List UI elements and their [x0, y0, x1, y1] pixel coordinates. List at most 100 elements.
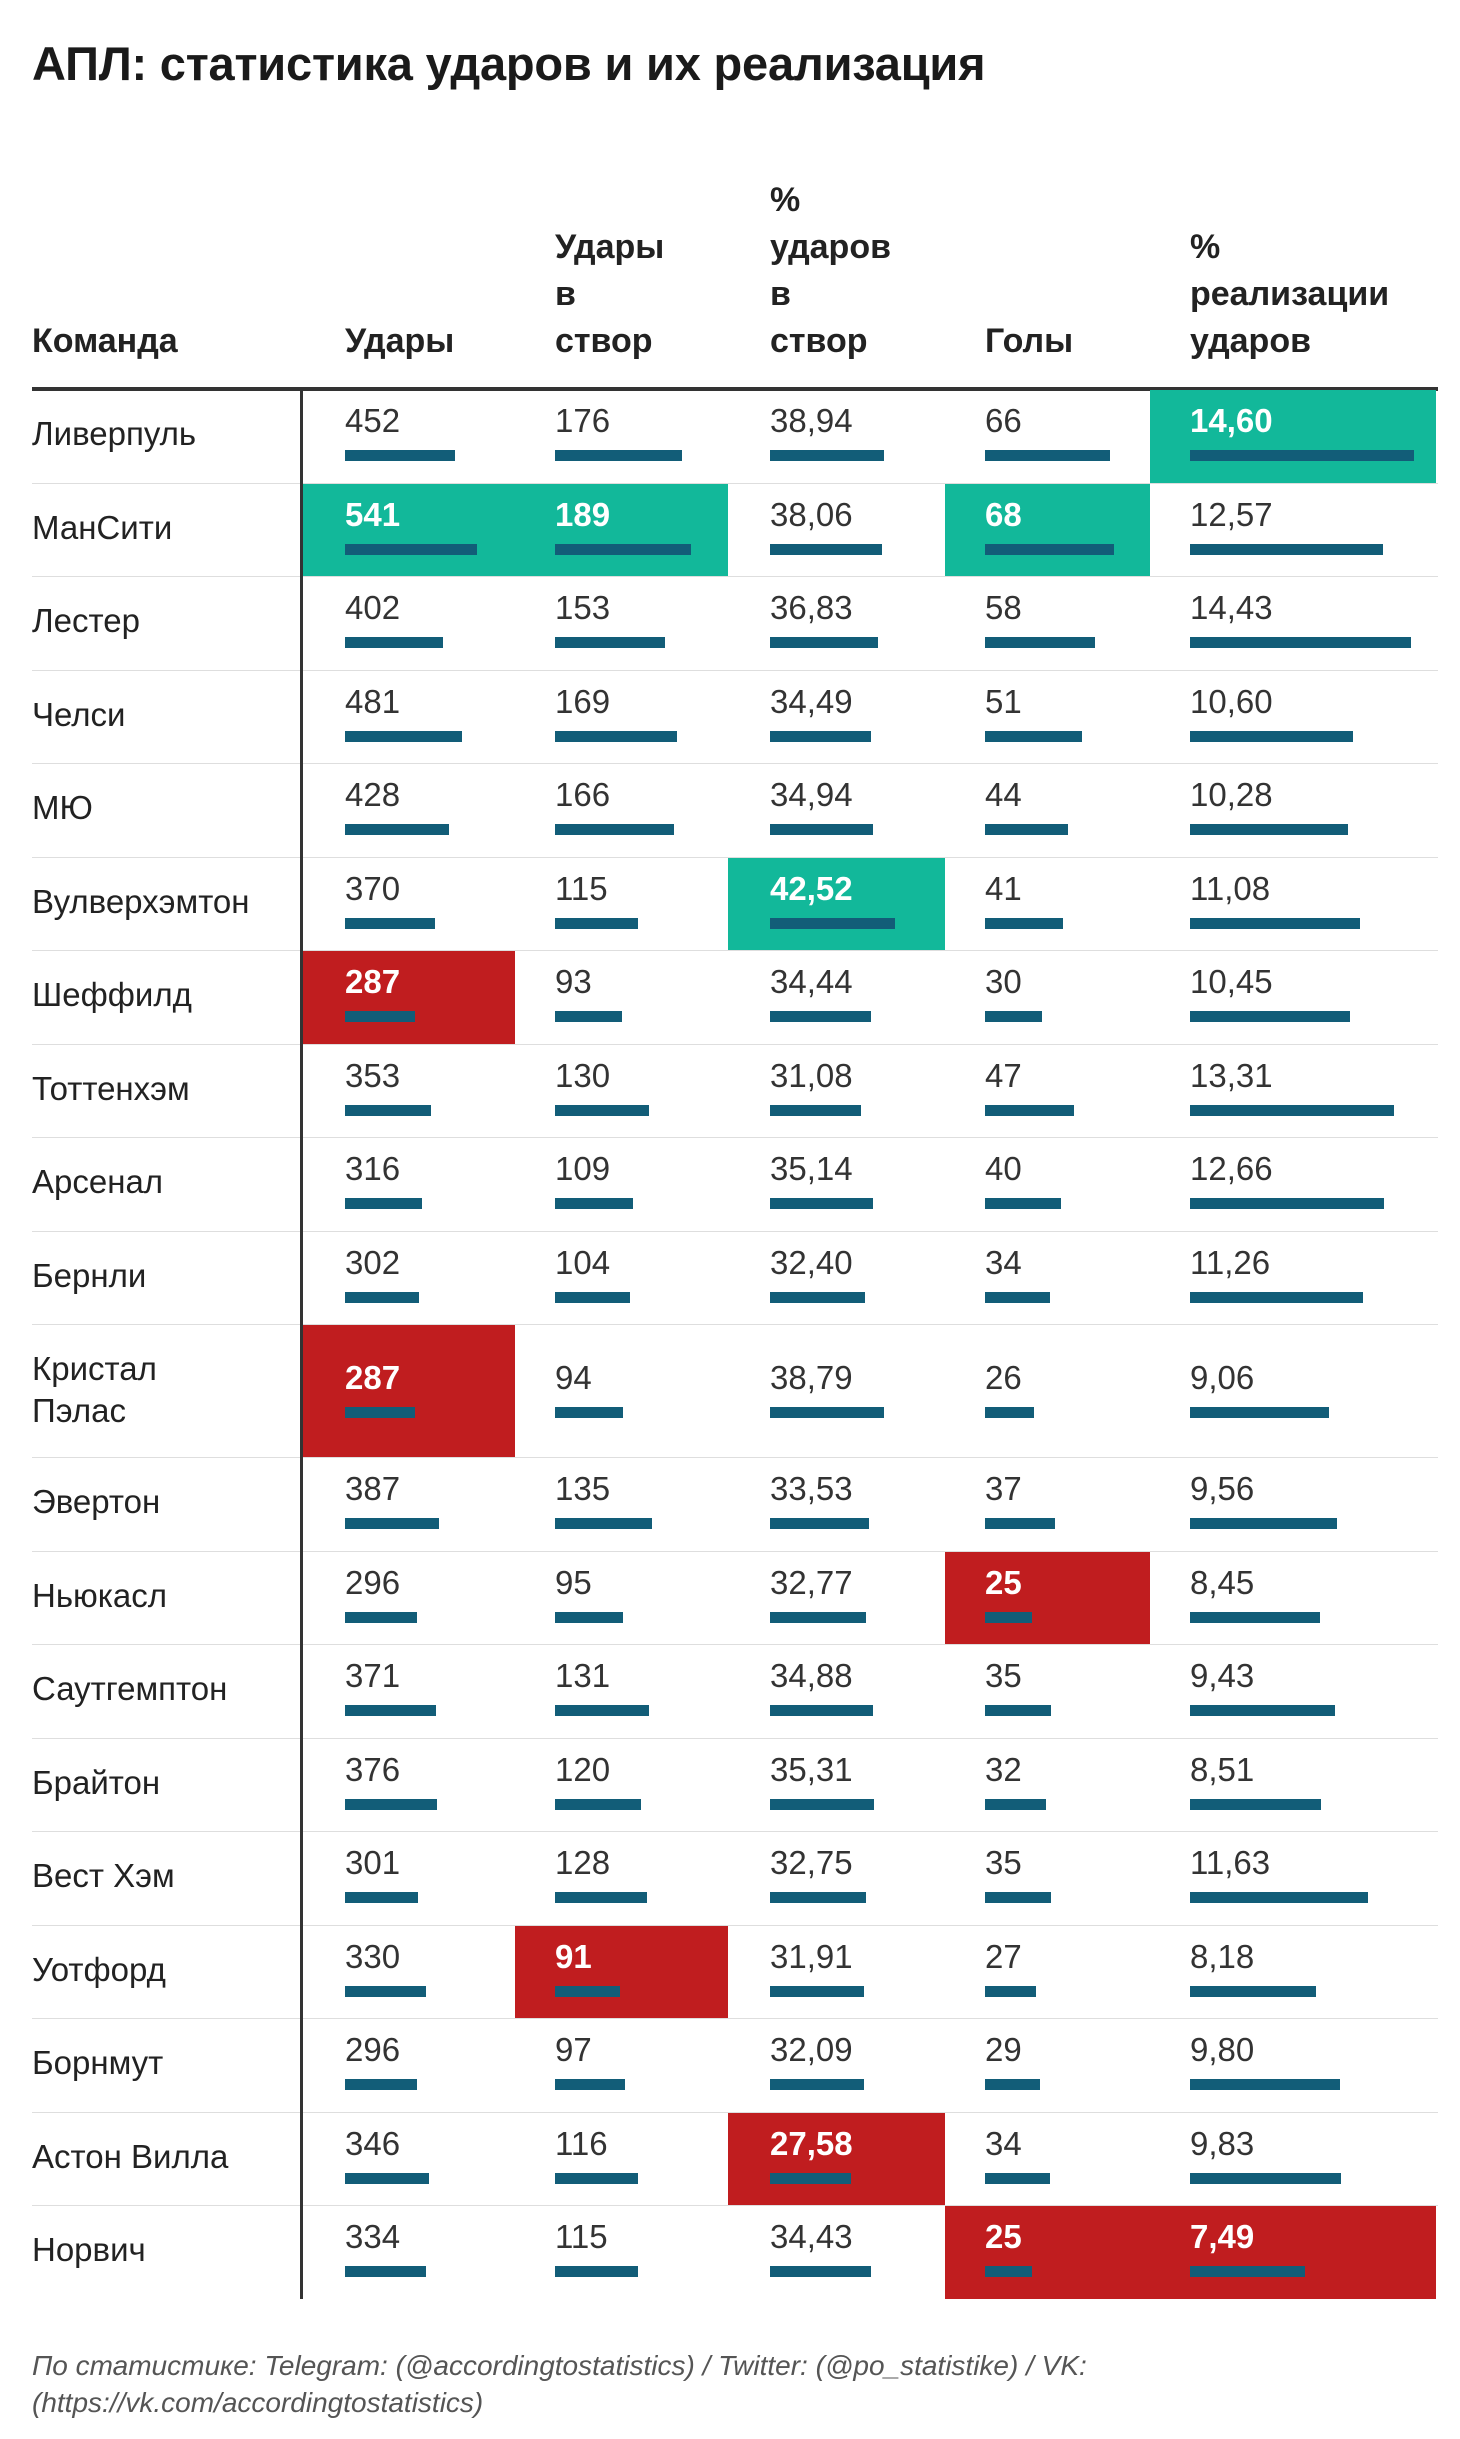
cell-value-goals: 68	[985, 495, 1022, 533]
column-header-shots: Удары	[345, 322, 455, 360]
cell-value-goals: 35	[985, 1844, 1022, 1881]
highlight-cell-best	[945, 483, 1150, 576]
bar-goals	[985, 1611, 1032, 1623]
row-divider	[32, 1831, 1438, 1832]
bar-on_target_pct	[770, 2079, 864, 2090]
column-header-team: Команда	[32, 322, 178, 360]
cell-value-goals: 40	[985, 1150, 1022, 1187]
bar-goals	[985, 2266, 1032, 2277]
bar-on_target_pct	[770, 1198, 873, 1209]
cell-value-goals: 35	[985, 1657, 1022, 1694]
cell-value-on_target: 97	[555, 2031, 592, 2068]
bar-on_target_pct	[770, 1104, 861, 1116]
row-divider	[32, 1043, 1438, 1045]
cell-value-on_target_pct: 31,08	[770, 1056, 853, 1094]
highlight-cell-best	[515, 483, 728, 576]
cell-value-on_target: 109	[555, 1150, 611, 1187]
bar-goals	[985, 1892, 1051, 1903]
cell-value-goals: 41	[985, 869, 1022, 907]
cell-value-on_target_pct: 38,79	[770, 1359, 853, 1396]
cell-value-conversion_pct: 10,45	[1190, 963, 1273, 1000]
row-divider	[32, 856, 1438, 858]
row-divider	[32, 1550, 1438, 1552]
team-name: Брайтон	[32, 1763, 161, 1801]
cell-value-shots: 376	[345, 1750, 401, 1788]
cell-value-on_target: 169	[555, 682, 611, 720]
bar-conversion_pct	[1190, 730, 1353, 742]
team-name: МанСити	[32, 508, 173, 546]
bar-shots	[345, 1407, 415, 1418]
bar-on_target	[555, 1104, 649, 1116]
team-name: Саутгемптон	[32, 1670, 228, 1707]
cell-value-conversion_pct: 12,66	[1190, 1150, 1273, 1187]
bar-shots	[345, 1518, 439, 1529]
bar-shots	[345, 1985, 426, 1997]
team-name: Лестер	[32, 602, 140, 639]
bar-goals	[985, 1798, 1046, 1810]
bar-goals	[985, 824, 1068, 835]
bar-goals	[985, 730, 1082, 742]
bar-goals	[985, 1518, 1055, 1529]
team-name: Норвич	[32, 2231, 146, 2268]
cell-value-shots: 330	[345, 1937, 401, 1975]
bar-on_target_pct	[770, 1611, 866, 1623]
bar-conversion_pct	[1190, 1011, 1350, 1022]
cell-value-on_target_pct: 27,58	[770, 2124, 853, 2162]
cell-value-conversion_pct: 8,18	[1190, 1937, 1255, 1975]
bar-on_target_pct	[770, 917, 895, 929]
bar-conversion_pct	[1190, 1104, 1394, 1116]
cell-value-on_target_pct: 35,31	[770, 1750, 853, 1788]
bar-goals	[985, 917, 1063, 929]
cell-value-goals: 58	[985, 589, 1022, 626]
cell-value-goals: 37	[985, 1470, 1022, 1507]
bar-on_target	[555, 1611, 623, 1623]
cell-value-on_target_pct: 38,06	[770, 495, 853, 533]
cell-value-on_target: 189	[555, 495, 611, 533]
bar-on_target_pct	[770, 543, 882, 555]
bar-goals	[985, 1407, 1034, 1418]
highlight-cell-worst	[1150, 2206, 1436, 2299]
bar-conversion_pct	[1190, 1611, 1320, 1623]
bar-goals	[985, 1198, 1061, 1209]
bar-goals	[985, 2079, 1040, 2090]
highlight-cell-best	[1150, 390, 1436, 483]
bar-on_target	[555, 1198, 633, 1209]
cell-value-goals: 51	[985, 682, 1022, 720]
bar-on_target_pct	[770, 1892, 866, 1903]
source-footer: По статистике: Telegram: (@accordingtost…	[32, 2350, 1087, 2418]
cell-value-conversion_pct: 10,60	[1190, 682, 1273, 720]
bar-goals	[985, 637, 1095, 648]
cell-value-on_target: 115	[555, 2218, 608, 2255]
cell-value-goals: 34	[985, 1243, 1022, 1281]
highlight-cell-best	[303, 483, 515, 576]
bar-on_target	[555, 1291, 630, 1303]
bar-on_target	[555, 824, 674, 835]
bar-shots	[345, 2172, 429, 2184]
cell-value-conversion_pct: 9,43	[1190, 1657, 1255, 1694]
bar-on_target_pct	[770, 1985, 864, 1997]
bar-on_target	[555, 2266, 638, 2277]
bar-shots	[345, 730, 462, 742]
bar-shots	[345, 1198, 422, 1209]
row-divider	[32, 2111, 1438, 2113]
cell-value-conversion_pct: 8,51	[1190, 1750, 1255, 1788]
cell-value-goals: 44	[985, 776, 1022, 813]
bar-on_target_pct	[770, 1291, 865, 1303]
bar-shots	[345, 2266, 426, 2277]
bar-goals	[985, 450, 1110, 461]
team-name: Арсенал	[32, 1163, 164, 1200]
bar-on_target_pct	[770, 1011, 871, 1022]
bar-conversion_pct	[1190, 543, 1383, 555]
cell-value-on_target_pct: 36,83	[770, 589, 853, 626]
cell-value-shots: 481	[345, 682, 401, 720]
cell-value-shots: 541	[345, 495, 401, 533]
highlight-cell-best	[728, 857, 945, 950]
row-divider	[32, 763, 1438, 764]
cell-value-on_target: 128	[555, 1844, 611, 1881]
cell-value-shots: 370	[345, 869, 401, 907]
column-header-goals: Голы	[985, 322, 1074, 360]
cell-value-conversion_pct: 9,56	[1190, 1470, 1255, 1507]
cell-value-on_target_pct: 32,40	[770, 1243, 853, 1281]
cell-value-on_target: 95	[555, 1563, 592, 1601]
